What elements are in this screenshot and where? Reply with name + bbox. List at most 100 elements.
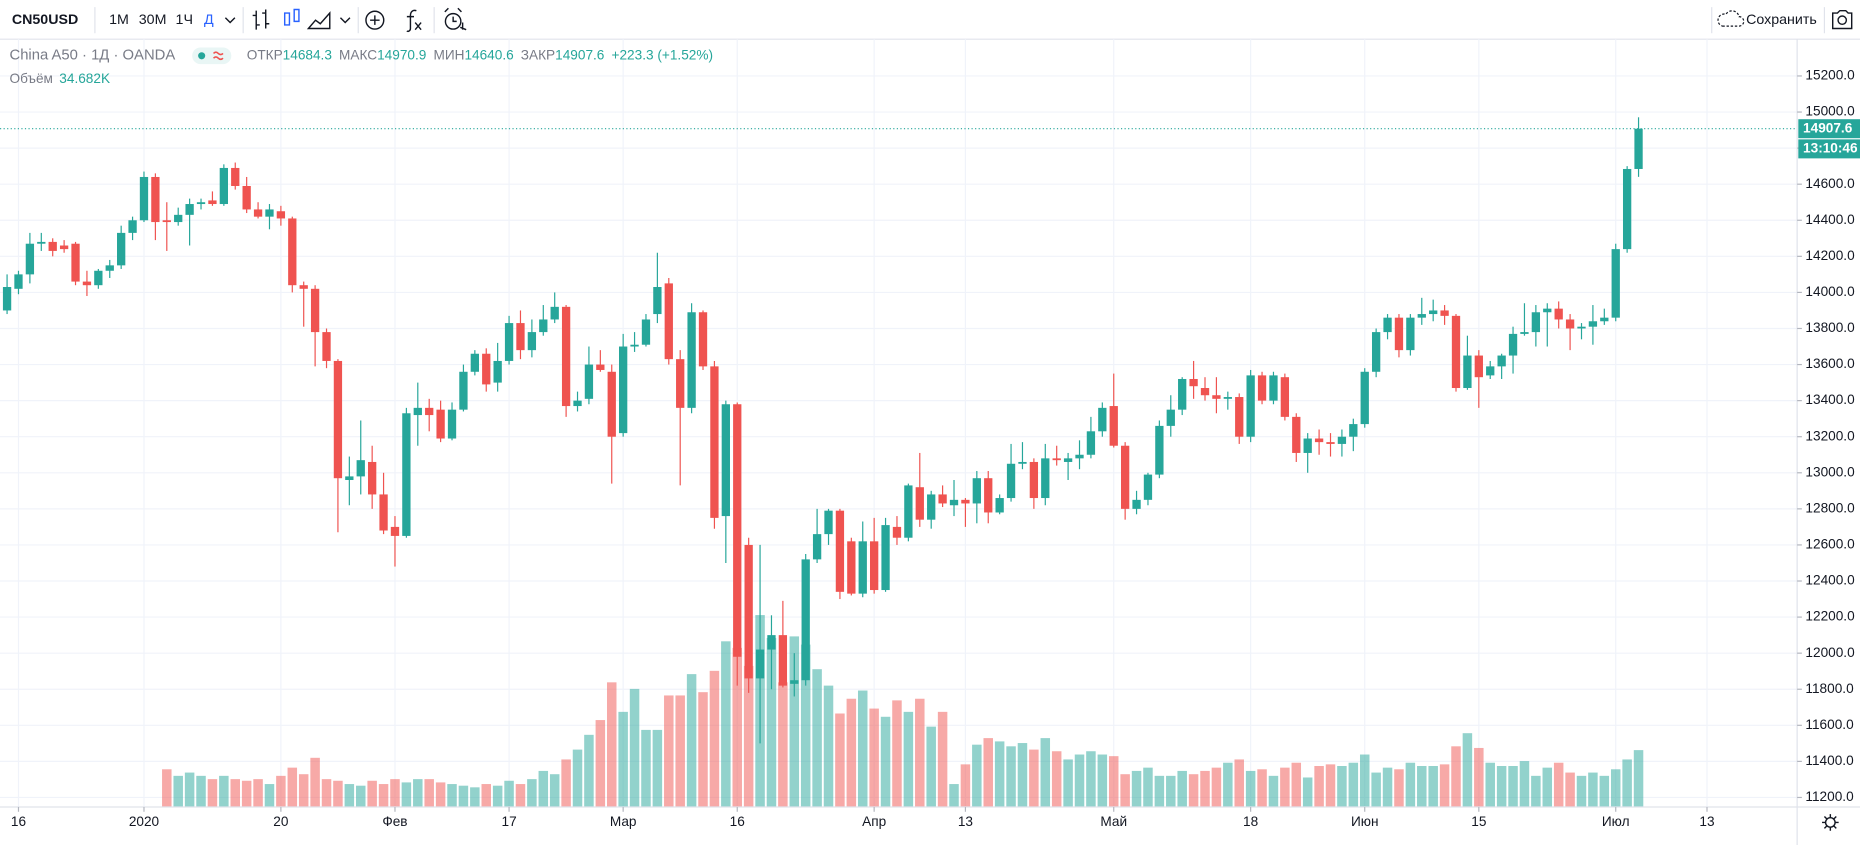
volume-bar [1234, 759, 1244, 808]
candle-body [1098, 407, 1107, 432]
volume-bar [1428, 766, 1438, 808]
volume-bar [857, 690, 868, 808]
legend-label: МИН [433, 47, 464, 62]
volume-bar [390, 779, 400, 808]
bars-icon[interactable] [252, 9, 270, 30]
interval[interactable]: 1М [109, 12, 129, 28]
candle-body [276, 211, 286, 219]
candle-body [71, 243, 80, 282]
chevron[interactable] [224, 17, 236, 24]
candle-body [881, 525, 890, 591]
chevron[interactable] [339, 17, 351, 24]
volume-bar [709, 670, 720, 808]
x-tick-label: 16 [730, 814, 745, 829]
candle-body [1246, 375, 1255, 437]
volume-bar [196, 775, 206, 808]
candle-body [584, 364, 594, 399]
volume-bar [1097, 754, 1108, 808]
y-tick-label: 14400.0 [1805, 212, 1855, 227]
volume-bar [1017, 743, 1028, 808]
candle-body [755, 649, 765, 679]
volume-bar [1154, 775, 1165, 808]
volume-bar [1599, 775, 1610, 808]
alert-icon[interactable] [444, 12, 462, 30]
interval[interactable]: 1Ч [176, 12, 193, 28]
candle-body [219, 167, 228, 205]
volume-bar [1040, 738, 1051, 808]
y-tick-label: 13800.0 [1805, 320, 1855, 335]
candle-body [1622, 168, 1632, 250]
candle-body [459, 371, 468, 410]
candle-body [550, 306, 559, 320]
candle-body [174, 214, 183, 223]
candle-body [345, 476, 354, 481]
legend-value: 14970.9 [377, 47, 426, 62]
volume-bar [435, 782, 446, 808]
x-tick-label: 20 [273, 814, 289, 829]
x-tick-label: 13 [1699, 814, 1714, 829]
volume-bar [1211, 767, 1222, 808]
volume-bar [1120, 774, 1130, 808]
candle-body [1257, 375, 1267, 401]
candle-body [767, 635, 776, 650]
volume-bar [880, 716, 891, 808]
area-icon[interactable] [306, 11, 331, 30]
candle-body [1292, 416, 1301, 453]
volume-bar [584, 734, 594, 808]
candle-body [1280, 377, 1290, 417]
fx-icon[interactable] [406, 9, 422, 33]
volume-bar [515, 784, 526, 808]
status-pill[interactable] [192, 47, 232, 65]
interval[interactable]: 30М [139, 12, 167, 28]
candle-body [288, 218, 297, 286]
candle-body [744, 544, 753, 679]
candle-body [59, 245, 69, 250]
candle-body [1200, 388, 1210, 396]
candle-body [368, 461, 377, 495]
plot-area [0, 39, 1798, 808]
volume-bar [356, 785, 366, 808]
cloud-icon[interactable] [1717, 10, 1745, 27]
volume-bar [1200, 770, 1210, 808]
x-tick-label: 2020 [129, 814, 160, 829]
candle-body [516, 323, 525, 351]
interval-active[interactable]: Д [204, 12, 214, 28]
candle-body [1120, 445, 1130, 509]
y-tick-label: 12200.0 [1805, 609, 1855, 624]
candle-body [972, 478, 981, 504]
candle-body [573, 400, 582, 407]
candle-body [1486, 366, 1495, 376]
save-button[interactable]: Сохранить [1746, 12, 1817, 28]
volume-bar [1280, 767, 1290, 808]
volume-bar [378, 784, 389, 808]
candle-body [1520, 332, 1529, 334]
settings-teeth [1822, 814, 1839, 831]
candles-icon[interactable] [283, 8, 300, 26]
volume-bar [1474, 747, 1484, 808]
candle-body [801, 559, 810, 681]
volume-bar [219, 775, 229, 808]
y-tick-label: 11200.0 [1805, 789, 1854, 804]
candle-body [94, 270, 103, 286]
candle-body [322, 332, 331, 361]
volume-bar [1314, 766, 1324, 808]
candle-body [436, 409, 445, 439]
volume-bar [937, 711, 948, 808]
candle-body [961, 499, 970, 504]
candle-body [425, 407, 434, 416]
candle-body [1394, 317, 1404, 351]
volume-bar [1633, 750, 1644, 808]
volume-bar [800, 644, 811, 808]
volume-bar [184, 772, 195, 808]
volume-bar [823, 685, 834, 808]
candle-body [710, 366, 719, 518]
volume-bar [1108, 756, 1119, 808]
legend-title: China A50 · 1Д · OANDA [9, 48, 175, 64]
indicator-add-icon[interactable] [365, 10, 385, 30]
volume-bar [789, 636, 800, 808]
camera-icon[interactable] [1832, 9, 1853, 30]
candle-body [1337, 436, 1347, 444]
candle-body [1143, 474, 1153, 500]
x-tick-label: Фев [382, 814, 407, 829]
symbol[interactable]: CN50USD [12, 12, 78, 28]
